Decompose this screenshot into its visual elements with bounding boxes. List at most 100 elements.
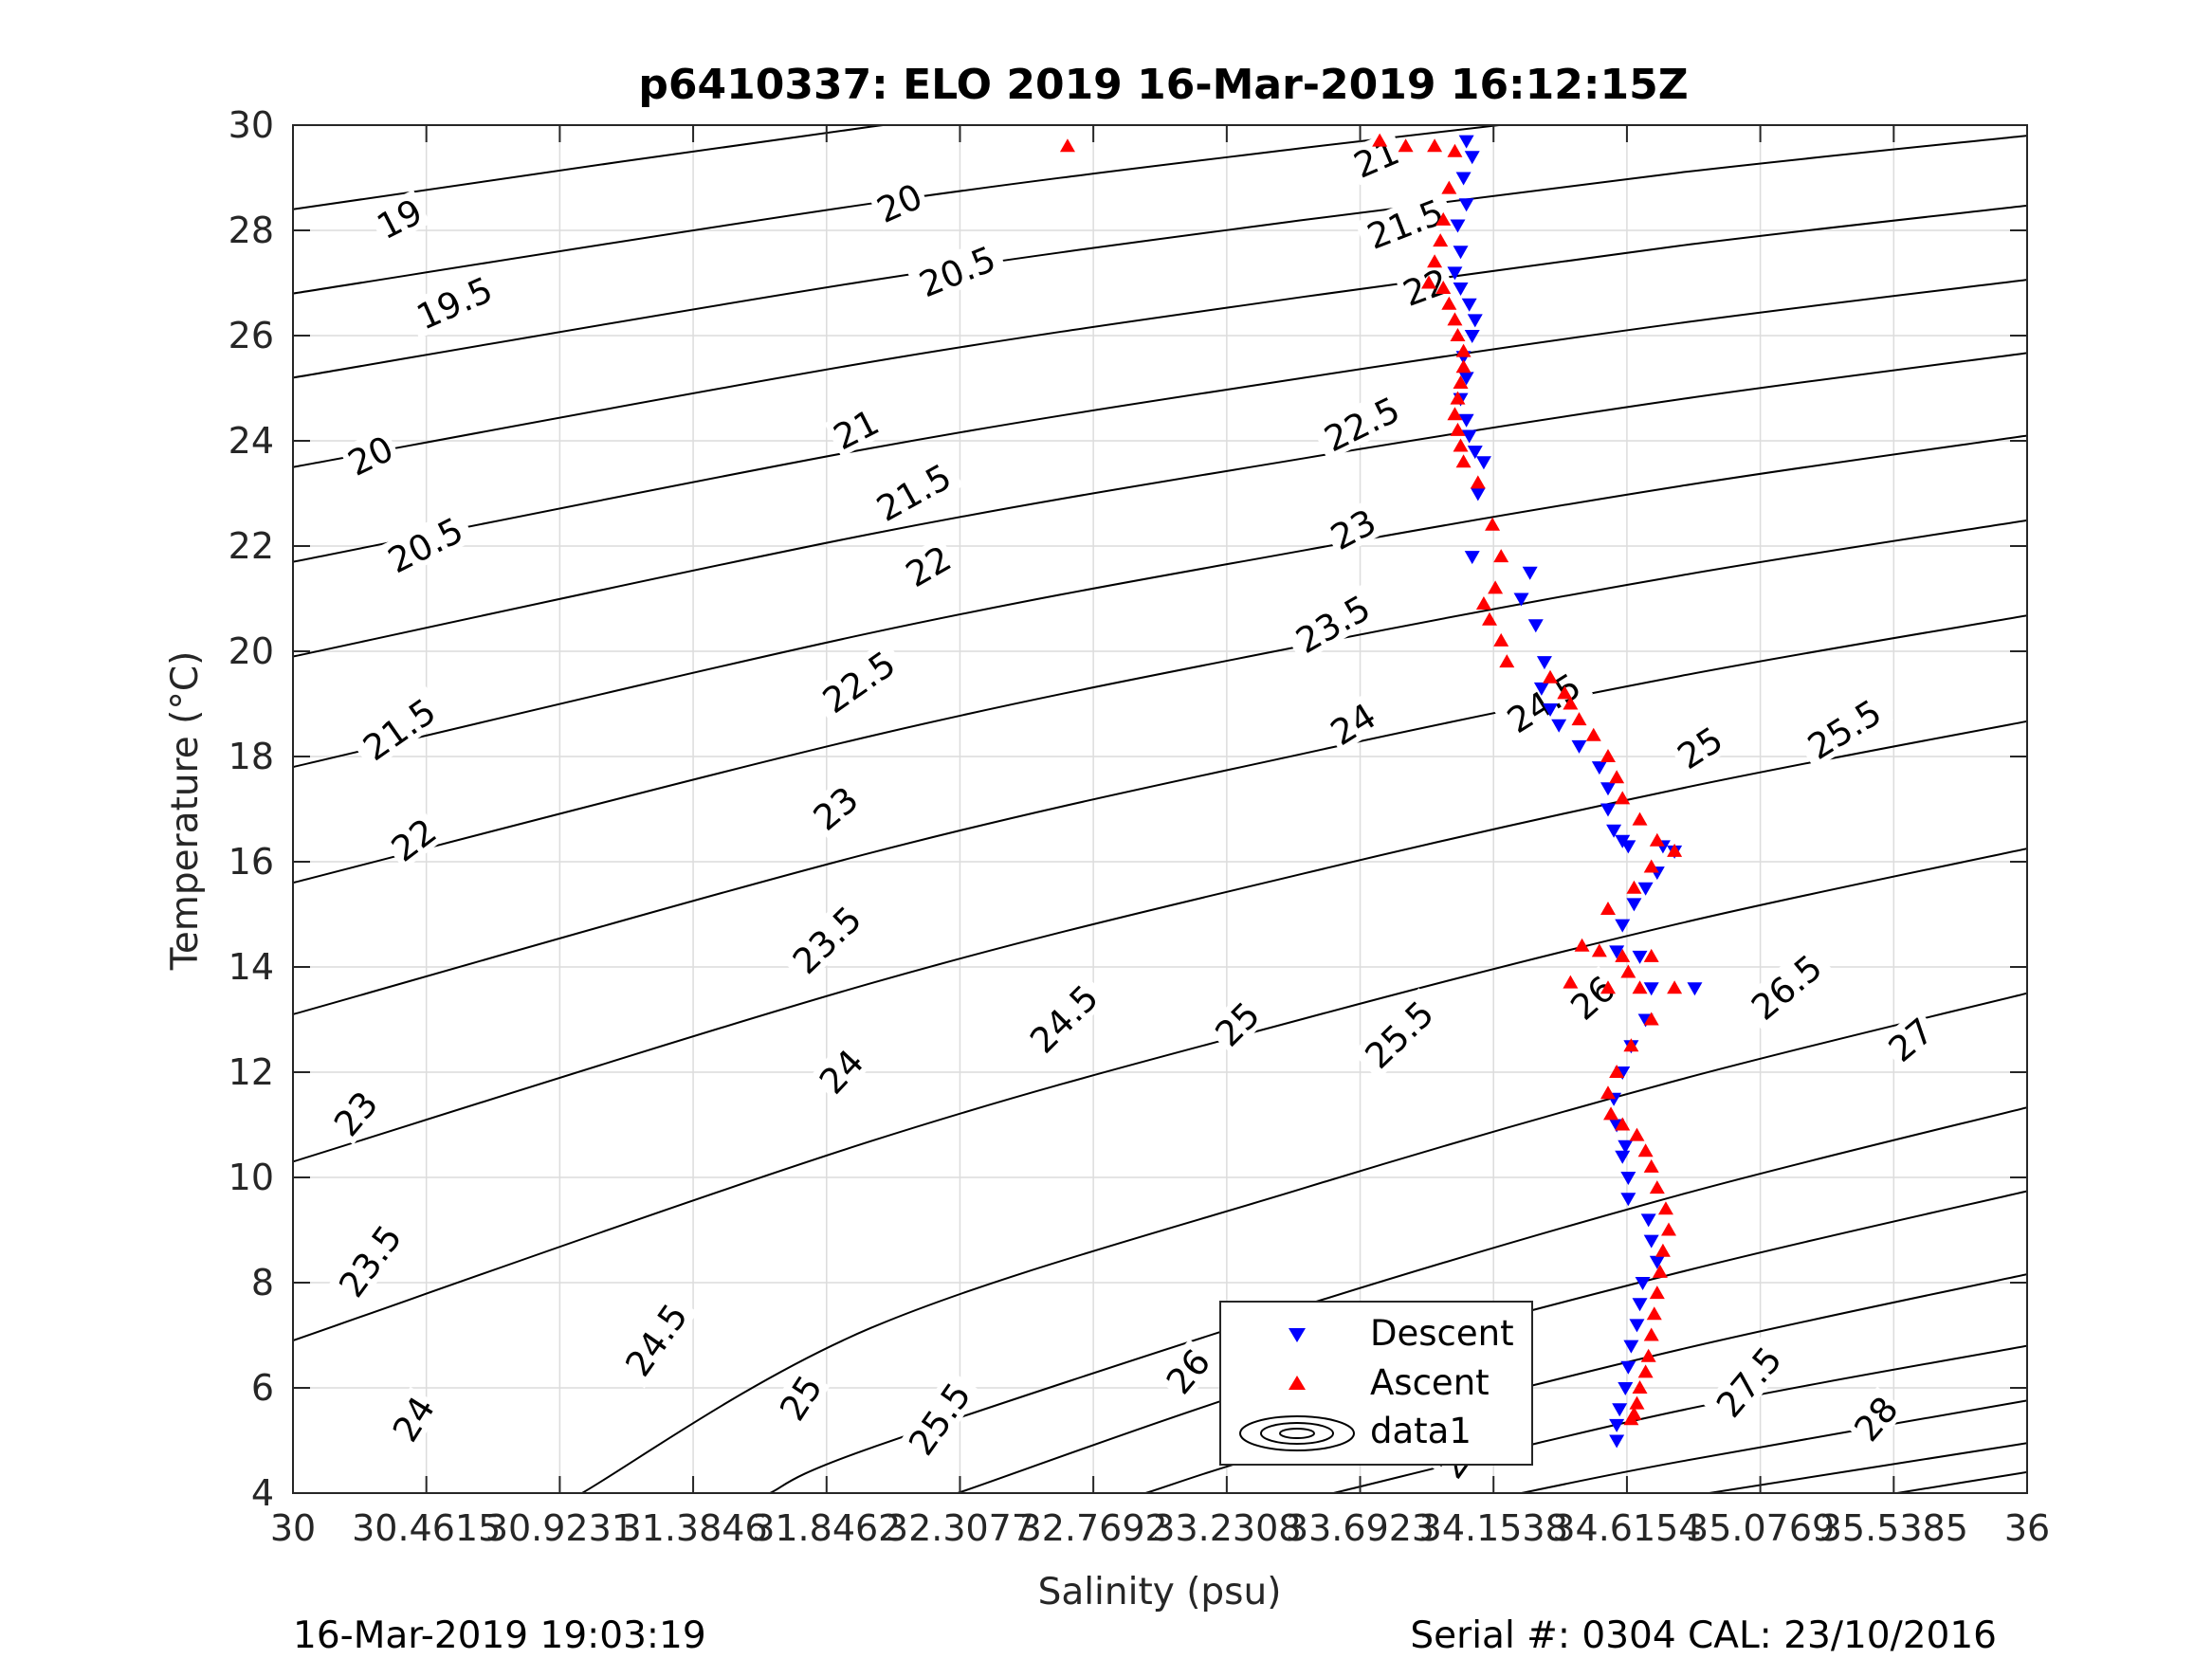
y-tick-label: 22 <box>229 525 274 567</box>
y-tick-label: 30 <box>229 104 274 146</box>
contour-label-knockout <box>809 1039 872 1103</box>
x-tick-label: 33.6923 <box>1286 1507 1435 1549</box>
descent-marker <box>1623 1340 1639 1354</box>
ascent-marker <box>1637 1143 1654 1158</box>
contour-label-knockout <box>1016 972 1110 1065</box>
ascent-marker <box>1643 1327 1659 1341</box>
descent-marker <box>1458 413 1474 428</box>
ascent-marker <box>1603 1106 1619 1121</box>
contour-label-knockout <box>1321 693 1385 754</box>
ascent-marker <box>1435 211 1452 226</box>
descent-marker <box>1447 266 1463 281</box>
ascent-marker <box>1629 1127 1645 1141</box>
descent-marker <box>1632 950 1648 964</box>
descent-marker <box>1606 824 1622 838</box>
series-descent <box>1447 135 1703 1449</box>
descent-marker <box>1640 1213 1656 1228</box>
data-series <box>1059 133 1703 1449</box>
ascent-marker <box>1637 1364 1654 1378</box>
density-contour-line <box>293 352 2027 658</box>
ascent-marker <box>1475 596 1491 611</box>
x-axis-ticks: 30 30.461530.923131.384631.846232.307732.… <box>270 125 2050 1549</box>
ascent-marker <box>1059 138 1075 153</box>
contour-label-knockout <box>338 427 402 483</box>
contour-label-knockout <box>1351 988 1446 1081</box>
x-tick-label: 31.3846 <box>619 1507 768 1549</box>
descent-marker <box>1635 1277 1651 1290</box>
ascent-marker <box>1470 475 1486 489</box>
descent-marker <box>1620 1172 1636 1185</box>
density-contour-line <box>1709 1442 2027 1493</box>
descent-marker <box>1620 840 1636 854</box>
axes-box <box>292 124 2028 1494</box>
descent-marker <box>1470 487 1486 501</box>
contour-label-knockout <box>383 1386 443 1450</box>
density-contour-line <box>769 1106 2027 1493</box>
descent-marker <box>1461 429 1477 444</box>
descent-marker <box>1618 1382 1634 1395</box>
y-tick-label: 24 <box>229 420 274 462</box>
ascent-marker <box>1450 422 1466 436</box>
descent-marker <box>1571 739 1587 754</box>
y-axis-label: Temperature (°C) <box>164 651 207 972</box>
density-contour-line <box>1333 1344 2027 1493</box>
ascent-marker <box>1649 1285 1665 1300</box>
density-contour-line <box>1896 1470 2027 1493</box>
descent-marker <box>1455 172 1472 186</box>
x-tick-label: 33.2308 <box>1152 1507 1301 1549</box>
density-contour-line <box>293 720 2027 1163</box>
density-contour-line <box>293 614 2027 1015</box>
ascent-marker <box>1657 1201 1673 1215</box>
ascent-marker <box>1615 948 1631 962</box>
legend-descent-label: Descent <box>1370 1313 1514 1354</box>
contour-label-knockout <box>1493 661 1594 743</box>
x-tick-label: 36 <box>2004 1507 2050 1549</box>
descent-marker <box>1450 219 1466 233</box>
ascent-marker <box>1609 1065 1625 1078</box>
ascent-marker <box>1488 580 1504 594</box>
y-tick-label: 6 <box>251 1367 274 1409</box>
contour-label-knockout <box>1311 386 1412 462</box>
ascent-marker <box>1667 843 1683 857</box>
ascent-marker <box>1609 770 1625 784</box>
descent-marker <box>1620 1360 1636 1375</box>
descent-marker <box>1609 1434 1625 1449</box>
ascent-marker <box>1643 1158 1659 1173</box>
contour-label-knockout <box>326 1212 412 1310</box>
chart-title: p6410337: ELO 2019 16-Mar-2019 16:12:15Z <box>638 61 1688 109</box>
descent-marker <box>1536 656 1552 670</box>
x-tick-label: 32.3077 <box>886 1507 1034 1549</box>
ascent-marker <box>1485 517 1501 531</box>
ascent-marker <box>1600 901 1616 915</box>
x-tick-label: 35.0769 <box>1686 1507 1835 1549</box>
ascent-marker <box>1433 233 1449 247</box>
ascent-marker <box>1600 749 1616 762</box>
legend: Descent Ascent data1 <box>1219 1301 1533 1466</box>
ascent-marker <box>1643 1012 1659 1026</box>
ascent-marker <box>1441 296 1457 310</box>
ascent-marker <box>1447 143 1463 157</box>
ascent-marker <box>1600 980 1616 994</box>
ascent-marker <box>1482 611 1498 626</box>
x-tick-label: 30.4615 <box>352 1507 501 1549</box>
density-contour-line <box>1521 1399 2027 1493</box>
ascent-marker <box>1450 391 1466 405</box>
ascent-marker <box>1620 964 1636 978</box>
ascent-marker <box>1661 1222 1677 1236</box>
footer-serial-cal: Serial #: 0304 CAL: 23/10/2016 <box>1410 1614 1997 1657</box>
contour-label-knockout <box>375 506 476 583</box>
contour-label-knockout <box>770 1365 831 1430</box>
descent-marker <box>1649 1255 1665 1269</box>
contour-label-knockout <box>863 452 963 531</box>
ascent-marker <box>1455 343 1472 357</box>
y-tick-label: 26 <box>229 315 274 356</box>
ascent-marker <box>1453 438 1469 452</box>
density-contours <box>293 125 2027 1493</box>
descent-marker <box>1464 330 1480 343</box>
descent-marker <box>1632 1298 1648 1312</box>
ascent-marker <box>1615 1117 1631 1131</box>
ascent-marker <box>1652 1264 1668 1278</box>
contour-label-knockout <box>367 190 431 247</box>
y-tick-label: 14 <box>229 946 274 988</box>
ascent-marker <box>1563 975 1579 989</box>
